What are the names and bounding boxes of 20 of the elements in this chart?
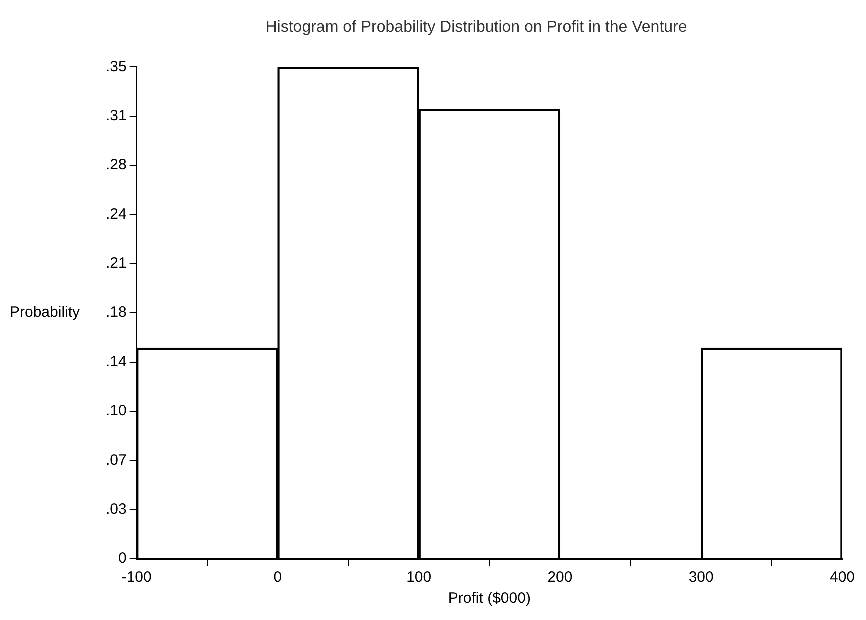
y-tick-label: 0	[118, 550, 127, 568]
chart-title: Histogram of Probability Distribution on Profit in the Venture	[266, 19, 688, 36]
x-axis-title: Profit ($000)	[448, 590, 531, 608]
y-tick-label: .35	[106, 58, 127, 76]
y-tick-label: .24	[106, 206, 127, 223]
x-tick-label: -100	[122, 569, 152, 586]
y-axis-title: Probability	[10, 304, 81, 322]
x-tick-label: 400	[830, 569, 855, 586]
y-tick-label: .07	[106, 452, 127, 469]
y-tick-label: .18	[106, 304, 127, 322]
x-tick-label: 200	[548, 569, 573, 586]
y-tick-label: .31	[106, 108, 127, 125]
y-tick-label: .28	[106, 156, 127, 174]
y-tick-label: .21	[106, 255, 127, 272]
y-tick-label: .14	[106, 353, 127, 370]
y-tick-label: .03	[106, 500, 127, 518]
x-tick-label: 100	[406, 569, 432, 586]
x-tick-label: 300	[688, 569, 714, 586]
x-tick-label: 0	[274, 569, 282, 586]
y-tick-label: .10	[106, 402, 127, 420]
